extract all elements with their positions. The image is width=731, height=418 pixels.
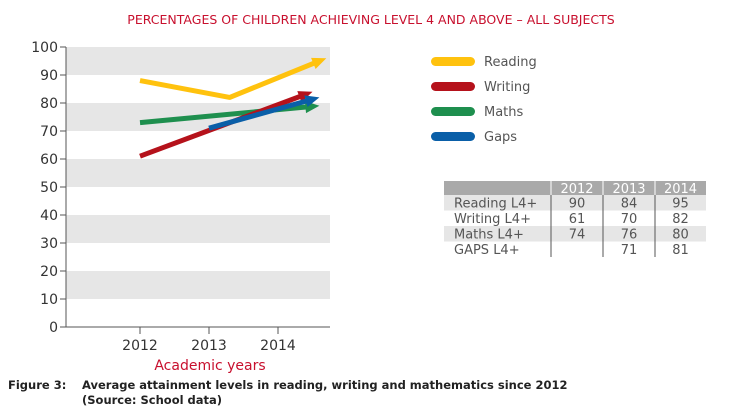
y-tick-label: 10 — [40, 292, 58, 308]
y-tick-label: 100 — [31, 40, 58, 56]
table-cell: 84 — [621, 197, 638, 212]
table-cell: 95 — [672, 197, 689, 212]
y-tick-label: 20 — [40, 264, 58, 280]
y-tick-label: 70 — [40, 124, 58, 140]
plot-bands — [66, 47, 330, 327]
table-cell: 82 — [672, 212, 689, 227]
table-row — [444, 241, 706, 257]
legend-swatch-reading — [431, 57, 475, 66]
table-row — [444, 210, 706, 226]
caption-label: Figure 3: — [8, 378, 67, 392]
grid-band — [66, 271, 330, 299]
legend-label-writing: Writing — [484, 80, 530, 95]
caption-text: Average attainment levels in reading, wr… — [82, 378, 568, 392]
table-cell: 61 — [569, 212, 586, 227]
y-tick-label: 0 — [49, 320, 58, 336]
table-cell: 74 — [569, 228, 586, 243]
table-column-header: 2012 — [560, 182, 593, 197]
legend-label-maths: Maths — [484, 105, 524, 120]
y-tick-label: 30 — [40, 236, 58, 252]
figure-caption: Figure 3: Average attainment levels in re… — [8, 378, 723, 408]
x-axis: 2012 2013 2014 — [66, 326, 330, 354]
y-tick-label: 90 — [40, 68, 58, 84]
series-arrowhead — [311, 57, 327, 70]
grid-band — [66, 243, 330, 271]
series-reading — [139, 57, 327, 100]
y-tick-label: 80 — [40, 96, 58, 112]
table-row-label: Reading L4+ — [454, 197, 537, 212]
x-tick-label: 2012 — [122, 338, 158, 354]
table-cell: 71 — [621, 243, 638, 258]
table-cell: 81 — [672, 243, 689, 258]
table-header-row — [444, 181, 706, 195]
table-cell: 76 — [621, 228, 638, 243]
y-tick-label: 60 — [40, 152, 58, 168]
caption-source: (Source: School data) — [82, 393, 223, 407]
table-column-header: 2014 — [664, 182, 697, 197]
y-axis: 0 10 20 30 40 50 60 70 80 90 100 — [31, 40, 67, 336]
series-line — [139, 60, 317, 100]
legend-label-gaps: Gaps — [484, 130, 517, 145]
chart-title: PERCENTAGES OF CHILDREN ACHIEVING LEVEL … — [127, 12, 614, 27]
y-tick-label: 40 — [40, 208, 58, 224]
y-tick-label: 50 — [40, 180, 58, 196]
grid-band — [66, 47, 330, 75]
x-axis-label: Academic years — [154, 358, 265, 374]
table-row — [444, 226, 706, 242]
table-cell: 70 — [621, 212, 638, 227]
series-line — [208, 98, 309, 131]
legend-swatch-maths — [431, 107, 475, 116]
series-arrowhead — [304, 95, 320, 107]
legend-label-reading: Reading — [484, 55, 537, 70]
table-row-label: Maths L4+ — [454, 228, 524, 243]
grid-band — [66, 299, 330, 327]
table-row-label: Writing L4+ — [454, 212, 531, 227]
table-column-header: 2013 — [612, 182, 645, 197]
x-tick-label: 2014 — [260, 338, 296, 354]
legend-swatch-writing — [431, 82, 475, 91]
table-cell: 80 — [672, 228, 689, 243]
grid-band — [66, 187, 330, 215]
table-row-label: GAPS L4+ — [454, 243, 520, 258]
series-gaps — [208, 95, 320, 131]
grid-band — [66, 159, 330, 187]
grid-band — [66, 215, 330, 243]
series-lines — [139, 57, 327, 159]
legend: Reading Writing Maths Gaps — [431, 55, 537, 145]
data-table: 2012 2013 2014 Reading L4+ 90 84 95 Writing L4+… — [444, 181, 706, 258]
table-row — [444, 195, 706, 211]
table-cell: 90 — [569, 197, 586, 212]
x-tick-label: 2013 — [191, 338, 227, 354]
legend-swatch-gaps — [431, 132, 475, 141]
